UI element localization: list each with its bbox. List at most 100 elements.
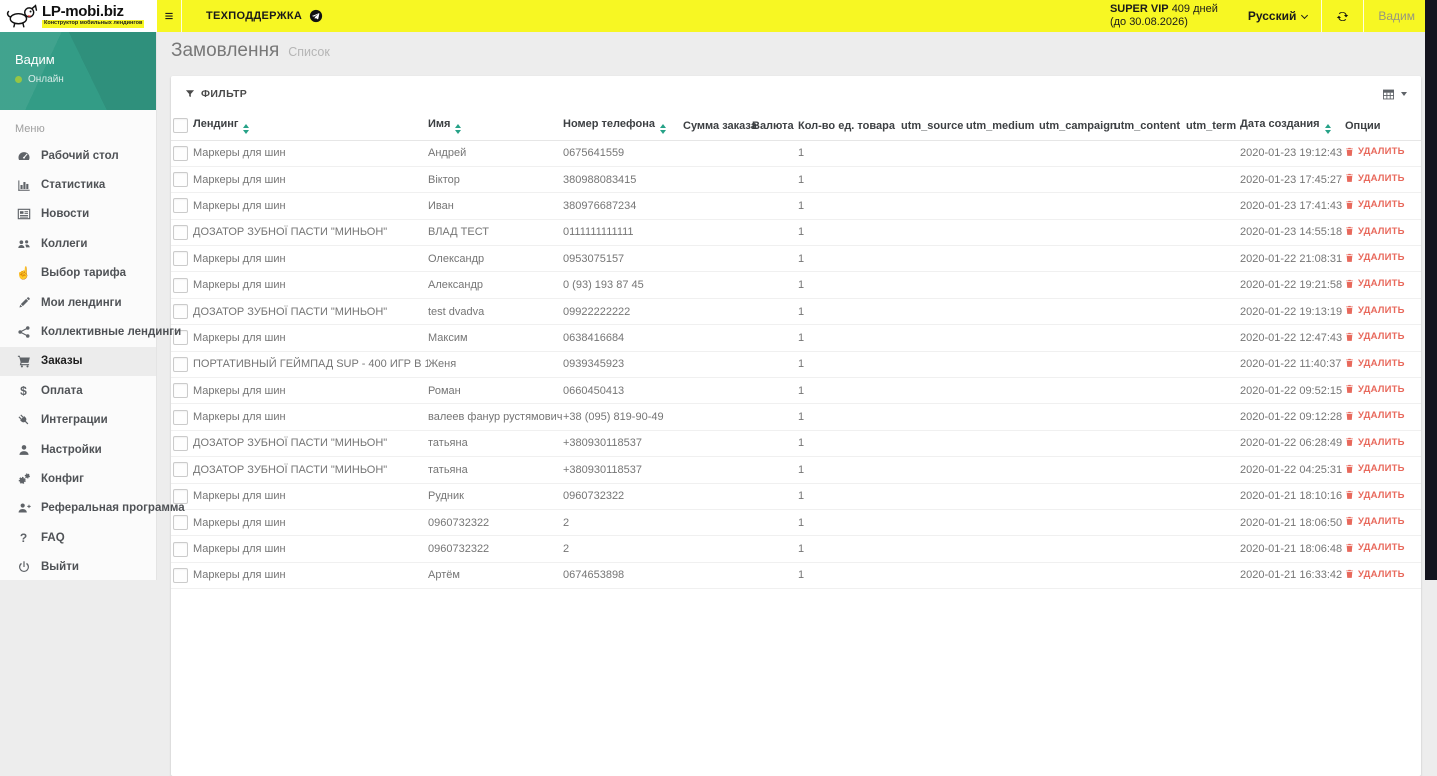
cell-utm_term xyxy=(1186,219,1240,245)
cell-created: 2020-01-22 19:21:58 xyxy=(1240,272,1345,298)
cell-name: Віктор xyxy=(428,166,563,192)
logo[interactable]: LP-mobi.biz Конструктор мобильных лендин… xyxy=(0,0,157,32)
select-all-checkbox[interactable] xyxy=(173,118,188,133)
main-content: Замовлення Список ФИЛЬТР xyxy=(157,32,1425,580)
row-checkbox[interactable] xyxy=(173,172,188,187)
page-subtitle: Список xyxy=(288,45,330,59)
cell-name: Иван xyxy=(428,193,563,219)
columns-settings-button[interactable] xyxy=(1382,88,1407,101)
cell-utm_source xyxy=(901,325,966,351)
row-checkbox[interactable] xyxy=(173,278,188,293)
delete-button[interactable]: УДАЛИТЬ xyxy=(1345,463,1405,474)
sidebar-item[interactable]: Конфиг xyxy=(0,464,156,493)
cell-utm_content xyxy=(1114,562,1186,588)
delete-button[interactable]: УДАЛИТЬ xyxy=(1345,146,1405,157)
delete-button[interactable]: УДАЛИТЬ xyxy=(1345,331,1405,342)
row-checkbox[interactable] xyxy=(173,304,188,319)
delete-button[interactable]: УДАЛИТЬ xyxy=(1345,516,1405,527)
sidebar-item[interactable]: Настройки xyxy=(0,435,156,464)
sidebar-item[interactable]: $Оплата xyxy=(0,376,156,405)
delete-button-label: УДАЛИТЬ xyxy=(1358,173,1405,184)
delete-button[interactable]: УДАЛИТЬ xyxy=(1345,569,1405,580)
row-checkbox[interactable] xyxy=(173,436,188,451)
row-checkbox[interactable] xyxy=(173,146,188,161)
row-checkbox[interactable] xyxy=(173,225,188,240)
sidebar-item[interactable]: Новости xyxy=(0,200,156,229)
cell-currency xyxy=(752,378,798,404)
cell-options: УДАЛИТЬ xyxy=(1345,166,1421,192)
cell-utm_term xyxy=(1186,298,1240,324)
cell-qty: 1 xyxy=(798,483,901,509)
cell-options: УДАЛИТЬ xyxy=(1345,457,1421,483)
delete-button[interactable]: УДАЛИТЬ xyxy=(1345,226,1405,237)
row-checkbox[interactable] xyxy=(173,383,188,398)
sidebar-item[interactable]: Коллективные лендинги xyxy=(0,317,156,346)
delete-button[interactable]: УДАЛИТЬ xyxy=(1345,278,1405,289)
row-checkbox[interactable] xyxy=(173,251,188,266)
column-header-label: Сумма заказа xyxy=(683,120,757,132)
cell-landing: ДОЗАТОР ЗУБНОЇ ПАСТИ "МИНЬОН" xyxy=(193,457,428,483)
support-link[interactable]: ТЕХПОДДЕРЖКА xyxy=(206,0,323,32)
delete-button[interactable]: УДАЛИТЬ xyxy=(1345,199,1405,210)
column-header-phone[interactable]: Номер телефона xyxy=(563,112,683,140)
delete-button-label: УДАЛИТЬ xyxy=(1358,146,1405,157)
sidebar-item[interactable]: Интеграции xyxy=(0,406,156,435)
cell-utm_source xyxy=(901,219,966,245)
delete-button[interactable]: УДАЛИТЬ xyxy=(1345,252,1405,263)
sidebar-item[interactable]: ☝Выбор тарифа xyxy=(0,259,156,288)
sidebar-item[interactable]: Мои лендинги xyxy=(0,288,156,317)
plan-days: 409 дней xyxy=(1172,3,1218,15)
sidebar-item[interactable]: Выйти xyxy=(0,552,156,581)
user-menu[interactable]: Вадим xyxy=(1364,0,1425,32)
row-checkbox[interactable] xyxy=(173,515,188,530)
cell-phone: 380988083415 xyxy=(563,166,683,192)
column-header-created[interactable]: Дата создания xyxy=(1240,112,1345,140)
filter-button[interactable]: ФИЛЬТР xyxy=(185,88,247,100)
row-checkbox[interactable] xyxy=(173,357,188,372)
cell-utm_term xyxy=(1186,457,1240,483)
refresh-button[interactable] xyxy=(1322,0,1363,32)
column-header-name[interactable]: Имя xyxy=(428,112,563,140)
cell-sum xyxy=(683,351,752,377)
row-checkbox[interactable] xyxy=(173,410,188,425)
sidebar-item[interactable]: Заказы xyxy=(0,347,156,376)
cell-sum xyxy=(683,378,752,404)
cell-phone: +380930118537 xyxy=(563,457,683,483)
row-select-cell xyxy=(171,246,193,272)
delete-button[interactable]: УДАЛИТЬ xyxy=(1345,384,1405,395)
cell-utm_content xyxy=(1114,219,1186,245)
row-select-cell xyxy=(171,404,193,430)
cell-phone: 0674653898 xyxy=(563,562,683,588)
delete-button[interactable]: УДАЛИТЬ xyxy=(1345,173,1405,184)
row-checkbox[interactable] xyxy=(173,568,188,583)
cell-utm_medium xyxy=(966,219,1039,245)
colleagues-icon xyxy=(15,237,32,251)
cell-utm_term xyxy=(1186,140,1240,166)
delete-button[interactable]: УДАЛИТЬ xyxy=(1345,490,1405,501)
delete-button[interactable]: УДАЛИТЬ xyxy=(1345,358,1405,369)
language-label: Русский xyxy=(1248,9,1297,23)
delete-button[interactable]: УДАЛИТЬ xyxy=(1345,305,1405,316)
cell-created: 2020-01-23 17:45:27 xyxy=(1240,166,1345,192)
column-header-landing[interactable]: Лендинг xyxy=(193,112,428,140)
sidebar-item[interactable]: Рабочий стол xyxy=(0,141,156,170)
sidebar-item[interactable]: ?FAQ xyxy=(0,523,156,552)
scrollbar[interactable] xyxy=(1425,0,1437,580)
sidebar-item[interactable]: Реферальная программа xyxy=(0,494,156,523)
sidebar-item[interactable]: Коллеги xyxy=(0,229,156,258)
cell-sum xyxy=(683,457,752,483)
cell-utm_campaign xyxy=(1039,351,1114,377)
delete-button[interactable]: УДАЛИТЬ xyxy=(1345,437,1405,448)
cell-qty: 1 xyxy=(798,140,901,166)
cell-currency xyxy=(752,166,798,192)
sidebar-toggle-button[interactable]: ≡ xyxy=(157,0,182,32)
cell-landing: Маркеры для шин xyxy=(193,404,428,430)
delete-button[interactable]: УДАЛИТЬ xyxy=(1345,542,1405,553)
row-checkbox[interactable] xyxy=(173,542,188,557)
language-dropdown[interactable]: Русский xyxy=(1234,0,1322,32)
row-checkbox[interactable] xyxy=(173,198,188,213)
sidebar-item[interactable]: Статистика xyxy=(0,170,156,199)
delete-button[interactable]: УДАЛИТЬ xyxy=(1345,410,1405,421)
row-checkbox[interactable] xyxy=(173,462,188,477)
